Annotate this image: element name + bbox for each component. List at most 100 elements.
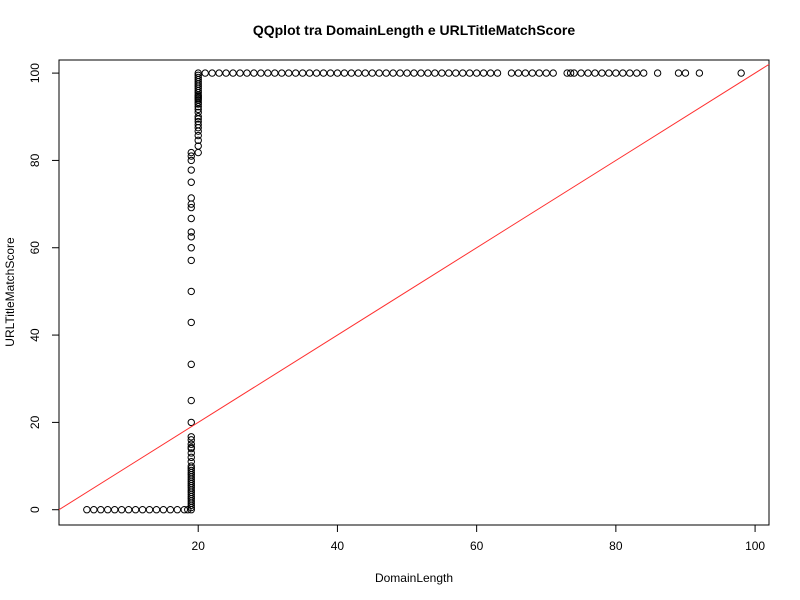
data-point bbox=[187, 166, 195, 174]
data-point bbox=[187, 449, 195, 457]
data-point bbox=[486, 69, 495, 77]
data-point bbox=[145, 506, 154, 514]
data-point bbox=[187, 453, 195, 462]
data-point bbox=[278, 69, 286, 77]
y-tick-label: 0 bbox=[28, 506, 42, 513]
data-point bbox=[187, 203, 195, 212]
data-point bbox=[465, 69, 474, 77]
data-point bbox=[431, 69, 439, 77]
data-point bbox=[612, 69, 620, 77]
data-point bbox=[396, 69, 404, 77]
data-point bbox=[333, 69, 342, 77]
data-point bbox=[312, 69, 321, 77]
data-point bbox=[403, 69, 411, 77]
data-point bbox=[138, 506, 147, 514]
data-point bbox=[493, 69, 502, 77]
data-point bbox=[305, 69, 314, 77]
data-point bbox=[104, 506, 112, 514]
data-point bbox=[326, 69, 335, 77]
data-point bbox=[298, 69, 307, 77]
data-point bbox=[194, 113, 202, 121]
data-point bbox=[626, 69, 634, 77]
data-point bbox=[215, 69, 223, 77]
data-point bbox=[159, 506, 168, 514]
x-tick-label: 80 bbox=[609, 539, 623, 553]
data-point bbox=[438, 69, 446, 77]
data-point bbox=[264, 69, 272, 77]
data-point bbox=[97, 506, 105, 514]
data-point bbox=[737, 69, 745, 77]
data-point bbox=[194, 131, 202, 140]
data-point bbox=[187, 433, 195, 441]
data-point bbox=[459, 69, 467, 77]
data-point bbox=[417, 69, 425, 77]
data-point bbox=[187, 318, 195, 327]
data-point bbox=[598, 69, 606, 77]
data-point bbox=[187, 228, 195, 236]
data-point bbox=[187, 152, 195, 160]
y-tick-label: 80 bbox=[28, 153, 42, 167]
data-point bbox=[187, 418, 195, 427]
data-point bbox=[131, 506, 140, 514]
data-point bbox=[187, 156, 195, 165]
data-point bbox=[563, 69, 571, 77]
y-tick-label: 100 bbox=[28, 63, 42, 83]
data-point bbox=[549, 69, 557, 77]
x-tick-label: 100 bbox=[745, 539, 765, 553]
y-tick-label: 20 bbox=[28, 415, 42, 429]
x-tick-label: 60 bbox=[470, 539, 484, 553]
data-point bbox=[243, 69, 251, 77]
data-point bbox=[90, 506, 98, 514]
data-point bbox=[633, 69, 641, 77]
data-point bbox=[187, 443, 195, 451]
data-point bbox=[291, 69, 300, 77]
data-point bbox=[236, 69, 244, 77]
data-point bbox=[424, 69, 432, 77]
data-point bbox=[695, 69, 704, 77]
data-point bbox=[319, 69, 328, 77]
data-point bbox=[619, 69, 627, 77]
data-point bbox=[194, 73, 202, 82]
data-point bbox=[194, 120, 202, 129]
data-point bbox=[187, 287, 195, 296]
data-point bbox=[194, 108, 202, 117]
data-point bbox=[354, 69, 363, 77]
data-point bbox=[257, 69, 265, 77]
data-point bbox=[194, 71, 202, 79]
data-point bbox=[528, 69, 537, 77]
data-point bbox=[166, 506, 175, 514]
data-point bbox=[194, 105, 202, 114]
data-point bbox=[375, 69, 383, 77]
data-point bbox=[229, 69, 237, 77]
data-point bbox=[187, 396, 195, 405]
data-point bbox=[479, 69, 488, 77]
data-point bbox=[445, 69, 453, 77]
data-point bbox=[187, 256, 195, 265]
data-point bbox=[640, 69, 648, 77]
data-point bbox=[187, 148, 195, 157]
data-point bbox=[187, 360, 195, 369]
data-point bbox=[194, 142, 202, 150]
data-point bbox=[187, 466, 195, 475]
y-axis: 0 20 40 60 80 100 bbox=[28, 63, 59, 513]
data-point bbox=[222, 69, 230, 77]
reference-line bbox=[58, 63, 770, 511]
data-point bbox=[83, 506, 91, 514]
data-point bbox=[389, 69, 397, 77]
y-tick-label: 60 bbox=[28, 241, 42, 255]
data-point bbox=[347, 69, 356, 77]
data-point bbox=[410, 69, 418, 77]
data-point bbox=[368, 69, 376, 77]
data-point bbox=[285, 69, 293, 77]
data-points bbox=[83, 69, 745, 514]
data-point bbox=[208, 69, 216, 77]
data-point bbox=[605, 69, 613, 77]
data-point bbox=[187, 194, 195, 202]
data-point bbox=[187, 457, 195, 466]
data-point bbox=[124, 506, 133, 514]
data-point bbox=[577, 69, 585, 77]
x-axis: 20 40 60 80 100 bbox=[192, 525, 765, 553]
data-point bbox=[173, 506, 182, 514]
plot-frame bbox=[58, 59, 770, 526]
